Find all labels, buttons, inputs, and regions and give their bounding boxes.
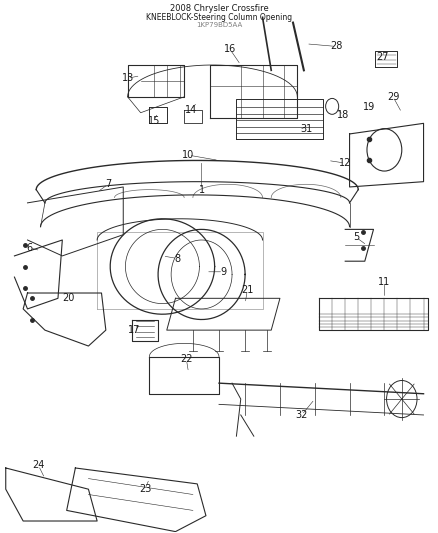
Text: 2008 Chrysler Crossfire: 2008 Chrysler Crossfire [170,4,268,13]
Text: KNEEBLOCK-Steering Column Opening: KNEEBLOCK-Steering Column Opening [146,13,292,22]
Text: 8: 8 [175,254,181,263]
Text: 15: 15 [148,116,160,126]
Text: 1KP79BD5AA: 1KP79BD5AA [196,21,242,28]
Text: 31: 31 [300,124,312,134]
Text: 9: 9 [220,267,226,277]
Text: 27: 27 [376,52,389,62]
Text: 24: 24 [32,461,45,470]
Text: 11: 11 [378,277,391,287]
Text: 32: 32 [296,410,308,420]
Text: 20: 20 [63,293,75,303]
Text: 14: 14 [184,105,197,115]
Text: 28: 28 [330,42,343,52]
Text: 1: 1 [198,184,205,195]
Text: 29: 29 [387,92,399,102]
Text: 22: 22 [180,354,193,364]
Text: 18: 18 [337,110,349,120]
Text: 6: 6 [27,243,33,253]
Text: 13: 13 [121,73,134,83]
Text: 7: 7 [105,179,111,189]
Text: 16: 16 [224,44,236,54]
Text: 23: 23 [139,484,151,494]
Text: 5: 5 [353,232,359,243]
Text: 17: 17 [128,325,140,335]
Text: 21: 21 [241,285,254,295]
Text: 19: 19 [363,102,375,112]
Text: 10: 10 [182,150,194,160]
Text: 12: 12 [339,158,351,168]
